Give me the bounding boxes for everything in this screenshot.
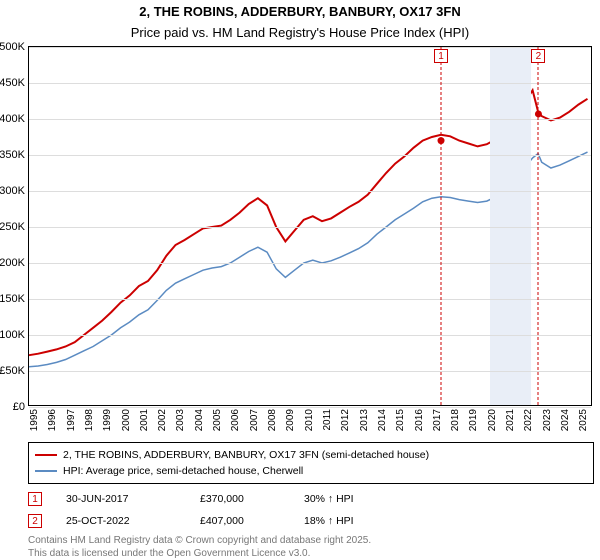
x-tick-label: 2007 — [249, 409, 260, 431]
chart-title-line1: 2, THE ROBINS, ADDERBURY, BANBURY, OX17 … — [0, 0, 600, 21]
y-gridline — [29, 263, 591, 264]
y-tick-label: £50K — [0, 365, 25, 377]
x-tick-label: 2010 — [304, 409, 315, 431]
x-tick-label: 1997 — [66, 409, 77, 431]
sale-vs-hpi: 18% ↑ HPI — [304, 515, 354, 527]
x-tick-label: 2015 — [395, 409, 406, 431]
x-tick-label: 2008 — [267, 409, 278, 431]
x-tick-label: 1996 — [47, 409, 58, 431]
sale-price: £407,000 — [200, 515, 280, 527]
legend-row: HPI: Average price, semi-detached house,… — [35, 464, 587, 478]
y-gridline — [29, 299, 591, 300]
copyright: Contains HM Land Registry data © Crown c… — [28, 534, 594, 560]
legend-swatch — [35, 470, 57, 472]
y-gridline — [29, 227, 591, 228]
x-tick-label: 2023 — [542, 409, 553, 431]
x-tick-label: 2004 — [194, 409, 205, 431]
copyright-line1: Contains HM Land Registry data © Crown c… — [28, 534, 594, 547]
x-tick-label: 2013 — [359, 409, 370, 431]
x-tick-label: 2017 — [432, 409, 443, 431]
y-tick-label: £350K — [0, 149, 25, 161]
x-tick-label: 2002 — [157, 409, 168, 431]
legend-label: 2, THE ROBINS, ADDERBURY, BANBURY, OX17 … — [63, 449, 429, 461]
x-tick-label: 2022 — [523, 409, 534, 431]
copyright-line2: This data is licensed under the Open Gov… — [28, 547, 594, 560]
y-tick-label: £150K — [0, 293, 25, 305]
sale-row-marker: 2 — [28, 514, 42, 528]
x-tick-label: 2001 — [139, 409, 150, 431]
sale-marker-line — [538, 47, 539, 405]
sale-vs-hpi: 30% ↑ HPI — [304, 493, 354, 505]
x-tick-label: 2020 — [487, 409, 498, 431]
legend-swatch — [35, 454, 57, 456]
y-gridline — [29, 371, 591, 372]
y-gridline — [29, 191, 591, 192]
x-tick-label: 2003 — [175, 409, 186, 431]
y-gridline — [29, 335, 591, 336]
sale-marker-box: 2 — [531, 49, 545, 63]
legend-row: 2, THE ROBINS, ADDERBURY, BANBURY, OX17 … — [35, 448, 587, 462]
y-gridline — [29, 119, 591, 120]
x-tick-label: 1995 — [29, 409, 40, 431]
recession-shade — [490, 47, 530, 405]
y-tick-label: £250K — [0, 221, 25, 233]
x-tick-label: 2005 — [212, 409, 223, 431]
x-tick-label: 2014 — [377, 409, 388, 431]
sale-date: 30-JUN-2017 — [66, 493, 176, 505]
sale-row: 2 25-OCT-2022 £407,000 18% ↑ HPI — [28, 512, 594, 530]
x-tick-label: 2006 — [230, 409, 241, 431]
x-tick-label: 2011 — [322, 409, 333, 431]
x-tick-label: 2021 — [505, 409, 516, 431]
x-tick-label: 2024 — [560, 409, 571, 431]
x-tick-label: 2019 — [468, 409, 479, 431]
y-gridline — [29, 407, 591, 408]
sale-row: 1 30-JUN-2017 £370,000 30% ↑ HPI — [28, 490, 594, 508]
x-tick-label: 2016 — [414, 409, 425, 431]
x-tick-label: 2000 — [121, 409, 132, 431]
sale-row-marker: 1 — [28, 492, 42, 506]
y-tick-label: £100K — [0, 329, 25, 341]
sale-marker-box: 1 — [434, 49, 448, 63]
y-tick-label: £200K — [0, 257, 25, 269]
x-tick-label: 2018 — [450, 409, 461, 431]
chart-title-line2: Price paid vs. HM Land Registry's House … — [0, 21, 600, 42]
x-tick-label: 2009 — [285, 409, 296, 431]
sales-list: 1 30-JUN-2017 £370,000 30% ↑ HPI 2 25-OCT-202… — [28, 490, 594, 530]
y-tick-label: £400K — [0, 113, 25, 125]
y-gridline — [29, 83, 591, 84]
chart-plot-area: £0£50K£100K£150K£200K£250K£300K£350K£400… — [28, 46, 592, 406]
x-tick-label: 1999 — [102, 409, 113, 431]
sale-date: 25-OCT-2022 — [66, 515, 176, 527]
x-tick-label: 2012 — [340, 409, 351, 431]
y-tick-label: £450K — [0, 77, 25, 89]
x-tick-label: 2025 — [578, 409, 589, 431]
sale-marker-line — [441, 47, 442, 405]
legend-label: HPI: Average price, semi-detached house,… — [63, 465, 303, 477]
sale-price: £370,000 — [200, 493, 280, 505]
y-tick-label: £500K — [0, 41, 25, 53]
y-tick-label: £0 — [13, 401, 25, 413]
y-gridline — [29, 47, 591, 48]
legend: 2, THE ROBINS, ADDERBURY, BANBURY, OX17 … — [28, 442, 594, 484]
x-tick-label: 1998 — [84, 409, 95, 431]
chart-footer: 2, THE ROBINS, ADDERBURY, BANBURY, OX17 … — [28, 442, 594, 560]
y-gridline — [29, 155, 591, 156]
y-tick-label: £300K — [0, 185, 25, 197]
